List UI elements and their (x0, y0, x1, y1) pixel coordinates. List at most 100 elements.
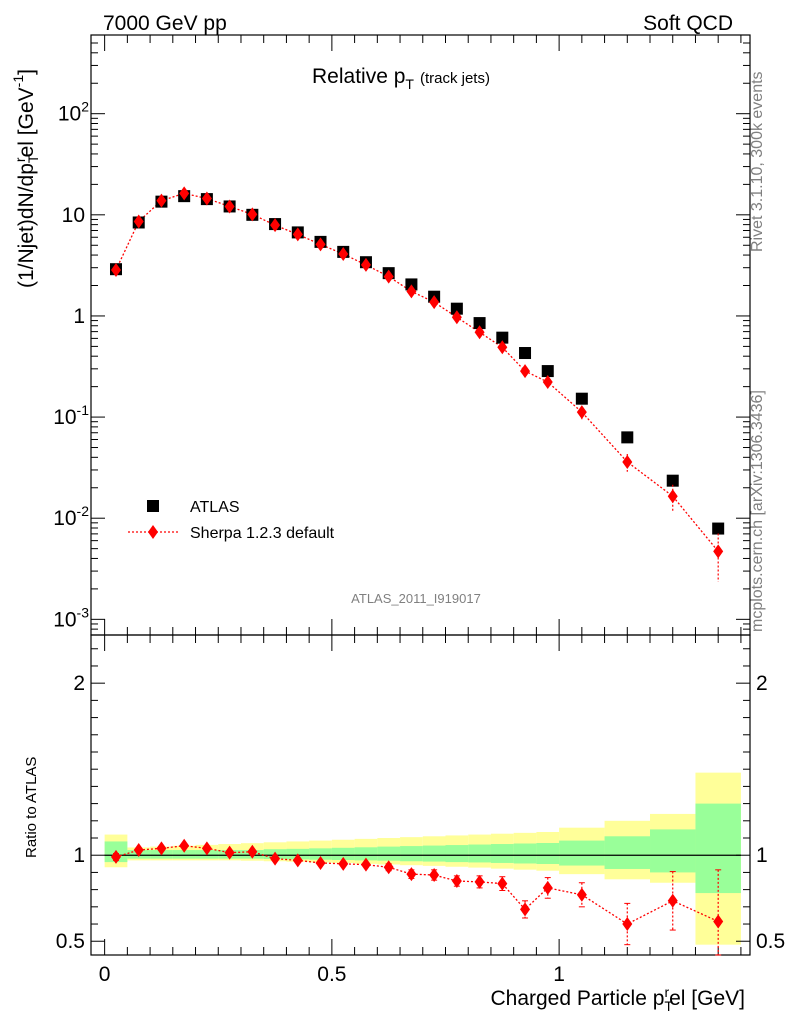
sherpa-point (247, 207, 258, 222)
main-ytick-label: 1 (73, 305, 85, 328)
ratio-point (429, 868, 440, 882)
x-axis-label: Charged Particle pTrel [GeV] (490, 984, 745, 1014)
legend-marker-sherpa (148, 525, 158, 539)
side-label-rivet: Rivet 3.1.10, 300k events (749, 71, 766, 252)
ratio-point (383, 860, 394, 875)
legend: ATLAS Sherpa 1.2.3 default (128, 499, 335, 542)
sherpa-point (576, 405, 587, 420)
sherpa-point (713, 544, 724, 559)
ratio-ytick-label: 0.5 (56, 930, 85, 953)
band-green (490, 844, 514, 863)
legend-marker-atlas (147, 500, 159, 512)
ratio-point (406, 867, 417, 882)
sherpa-point (383, 269, 394, 284)
atlas-point (712, 522, 725, 535)
band-green (422, 845, 446, 862)
sherpa-point (667, 489, 678, 504)
sherpa-point (622, 454, 633, 469)
ratio-point (201, 841, 212, 856)
ratio-point (667, 893, 678, 908)
header-left: 7000 GeV pp (103, 12, 227, 35)
sherpa-point (542, 375, 553, 390)
ratio-point (110, 849, 121, 864)
band-green (468, 844, 491, 863)
ratio-point (179, 838, 190, 853)
plot-title: Relative pT (track jets) (312, 65, 490, 92)
ratio-ytick-label-right: 2 (756, 672, 768, 695)
main-ytick-label: 102 (58, 99, 89, 126)
legend-label-atlas: ATLAS (190, 499, 240, 516)
ratio-point (292, 853, 303, 868)
atlas-point (575, 392, 588, 405)
ratio-ylabel: Ratio to ATLAS (23, 757, 40, 858)
sherpa-point (451, 310, 462, 325)
sherpa-point (110, 262, 121, 277)
ratio-point (451, 874, 462, 889)
sherpa-line (115, 192, 719, 552)
ratio-point (133, 843, 144, 858)
sherpa-point (224, 199, 235, 214)
ratio-ytick-label-right: 1 (756, 844, 768, 867)
ratio-point (576, 887, 587, 902)
ratio-point (542, 880, 553, 895)
band-green (172, 850, 196, 859)
sherpa-point (406, 284, 417, 299)
sherpa-point (360, 257, 371, 272)
sherpa-point (270, 218, 281, 233)
sherpa-point (156, 193, 167, 208)
band-green (377, 846, 401, 861)
ratio-point (474, 874, 485, 889)
legend-label-sherpa: Sherpa 1.2.3 default (190, 525, 335, 542)
sherpa-point (201, 191, 212, 206)
ratio-ytick-label: 2 (73, 672, 85, 695)
main-axes: 10-3 10-2 10-1 1 10 102 (53, 34, 751, 636)
band-green (354, 847, 378, 861)
main-ylabel: (1/Njet)dN/dpTrel [GeV-1] (10, 69, 41, 288)
main-ytick-label: 10-2 (53, 503, 89, 530)
atlas-point (450, 302, 463, 315)
ratio-point (520, 902, 531, 917)
ratio-ytick-label-right: 0.5 (756, 930, 785, 953)
plot-title-main: Relative p (312, 65, 405, 88)
analysis-watermark: ATLAS_2011_I919017 (351, 591, 481, 606)
sherpa-point (497, 340, 508, 355)
sherpa-point (474, 325, 485, 340)
ratio-point (338, 856, 349, 871)
band-green (400, 846, 423, 862)
band-green (559, 840, 605, 866)
header-right: Soft QCD (643, 12, 733, 35)
band-green (604, 836, 651, 869)
main-ytick-label: 10 (62, 204, 85, 227)
main-ytick-label: 10-3 (53, 604, 89, 631)
band-green (513, 843, 537, 864)
atlas-point (473, 317, 486, 330)
sherpa-point (179, 186, 190, 201)
ratio-point (156, 841, 167, 856)
ratio-point (622, 917, 633, 932)
band-green (445, 845, 469, 863)
side-label-mcplots: mcplots.cern.ch [arXiv:1306.3436] (749, 390, 766, 632)
ratio-axes: 0 0.5 1 0.5 0.5 1 1 2 2 (56, 634, 785, 986)
atlas-point (519, 347, 532, 360)
ratio-point (713, 914, 724, 929)
ratio-point (270, 851, 281, 866)
ratio-point (360, 857, 371, 872)
plot-title-sub: T (405, 76, 414, 92)
atlas-point (666, 474, 679, 487)
ratio-data (104, 838, 741, 956)
ratio-point (224, 845, 235, 860)
main-frame (90, 34, 751, 636)
sherpa-point (520, 364, 531, 379)
main-ytick-label: 10-1 (53, 402, 89, 429)
atlas-point (496, 331, 509, 344)
ratio-uncertainty-bands (104, 772, 741, 945)
band-green (536, 843, 560, 864)
ratio-point (315, 855, 326, 870)
atlas-point (541, 365, 554, 378)
band-green (331, 847, 355, 861)
sherpa-point (338, 246, 349, 261)
band-green (650, 829, 696, 873)
ratio-ytick-label: 1 (73, 844, 85, 867)
